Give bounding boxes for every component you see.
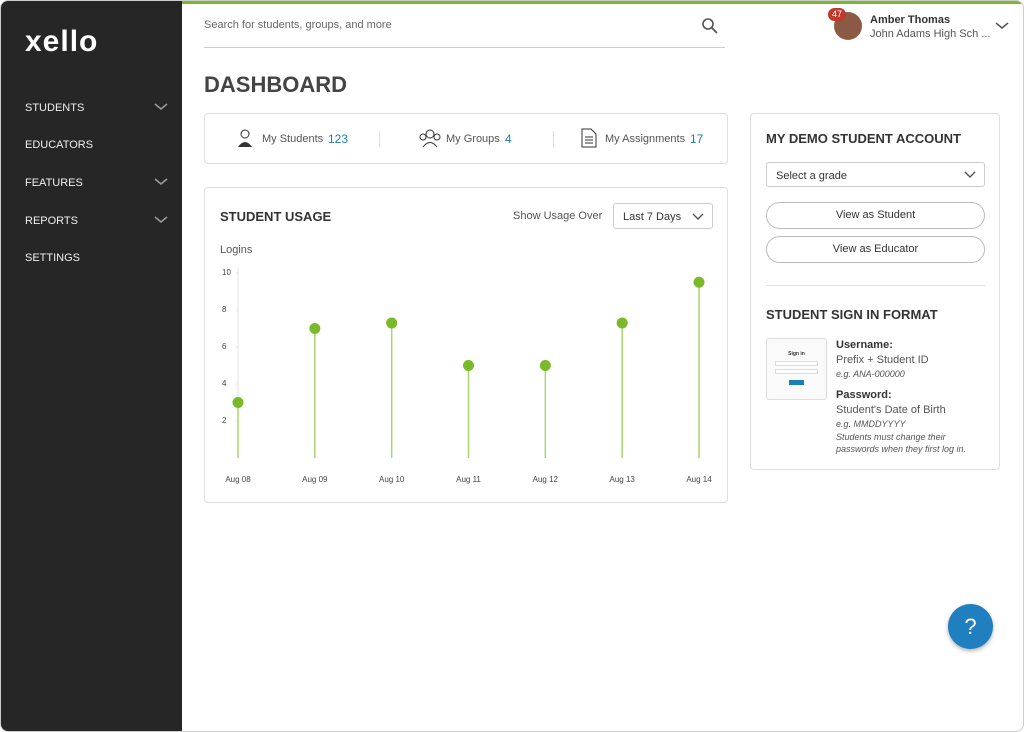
y-tick-label: 8	[222, 305, 227, 314]
grade-select[interactable]: Select a grade	[766, 162, 985, 187]
nav-item[interactable]: EDUCATORS	[25, 139, 94, 151]
y-tick-label: 4	[222, 379, 227, 388]
groups-icon	[419, 129, 441, 148]
preview-button	[789, 380, 804, 385]
view-student-button[interactable]: View as Student	[766, 202, 985, 229]
search-icon[interactable]	[701, 17, 719, 35]
preview-title: Sign in	[788, 351, 805, 357]
demo-panel: MY DEMO STUDENT ACCOUNT Select a grade V…	[750, 113, 1000, 470]
top-accent	[182, 1, 1023, 4]
x-tick-label: Aug 12	[533, 475, 559, 484]
notification-badge[interactable]: 47	[828, 8, 846, 21]
x-tick-label: Aug 11	[456, 475, 481, 484]
data-point	[693, 276, 705, 288]
students-icon	[238, 129, 252, 147]
view-educator-button[interactable]: View as Educator	[766, 236, 985, 263]
data-point	[309, 323, 321, 334]
data-point	[539, 360, 551, 371]
dropdown-chevron	[964, 171, 976, 178]
usage-card: STUDENT USAGE Show Usage Over Last 7 Day…	[204, 187, 728, 503]
nav-chevrons	[154, 103, 168, 224]
user-chevron[interactable]	[994, 21, 1010, 31]
help-button[interactable]: ?	[948, 604, 993, 649]
data-point	[463, 360, 474, 371]
password-note: Students must change their passwords whe…	[836, 432, 967, 454]
data-point	[386, 317, 398, 329]
username-value: Prefix + Student ID	[836, 354, 929, 366]
page-title: DASHBOARD	[204, 72, 347, 97]
usage-chart: Logins 2 4 6 8 10 Aug 08 Aug 09 Aug 10 Aug 11 Aug…	[220, 244, 712, 484]
stat-value[interactable]: 4	[505, 132, 512, 146]
y-tick-label: 2	[222, 416, 227, 425]
y-tick-label: 6	[222, 342, 227, 351]
x-tick-label: Aug 08	[225, 475, 251, 484]
username-label: Username:	[836, 339, 893, 351]
data-point	[232, 397, 244, 408]
panel-title: MY DEMO STUDENT ACCOUNT	[766, 131, 961, 146]
sidebar: xello STUDENTS EDUCATORS FEATURES REPORT…	[1, 1, 182, 731]
sign-in-preview: Sign in	[766, 338, 827, 400]
stat-label: My Students	[262, 133, 324, 145]
nav-item[interactable]: FEATURES	[25, 177, 83, 189]
stat-label: My Groups	[446, 133, 500, 145]
x-tick-label: Aug 09	[302, 475, 328, 484]
divider	[553, 131, 554, 147]
search-box[interactable]: Search for students, groups, and more	[204, 19, 725, 48]
range-value: Last 7 Days	[623, 211, 682, 223]
data-point	[616, 317, 628, 329]
stat-value[interactable]: 17	[690, 132, 704, 146]
nav-item[interactable]: REPORTS	[25, 215, 78, 227]
x-tick-label: Aug 13	[609, 475, 635, 484]
preview-field	[775, 361, 818, 366]
nav-item[interactable]: STUDENTS	[25, 102, 85, 114]
user-name[interactable]: Amber Thomas	[870, 14, 951, 26]
divider	[766, 285, 985, 286]
card-title: STUDENT USAGE	[220, 209, 332, 224]
stats-bar: My Students 123 My Groups 4 My Assignmen…	[204, 113, 728, 164]
school-name: John Adams High Sch ...	[870, 28, 991, 40]
range-dropdown[interactable]: Last 7 Days	[613, 203, 713, 229]
password-example: e.g. MMDDYYYY	[836, 419, 906, 429]
x-tick-label: Aug 10	[379, 475, 405, 484]
divider	[379, 131, 380, 147]
logo[interactable]: xello	[25, 25, 99, 58]
stat-value[interactable]: 123	[328, 132, 349, 146]
y-tick-label: 10	[222, 268, 231, 277]
password-value: Student's Date of Birth	[836, 404, 946, 416]
password-label: Password:	[836, 389, 892, 401]
preview-field	[775, 369, 818, 374]
y-axis-label: Logins	[220, 244, 253, 256]
x-tick-label: Aug 14	[686, 475, 712, 484]
nav-item[interactable]: SETTINGS	[25, 252, 81, 264]
section-title: STUDENT SIGN IN FORMAT	[766, 307, 938, 322]
filter-label: Show Usage Over	[513, 210, 603, 222]
search-placeholder: Search for students, groups, and more	[204, 19, 392, 31]
grade-select-text: Select a grade	[776, 170, 847, 182]
dropdown-chevron	[692, 213, 704, 220]
assignments-icon	[581, 128, 597, 148]
stat-label: My Assignments	[605, 133, 686, 145]
username-example: e.g. ANA-000000	[836, 369, 905, 379]
